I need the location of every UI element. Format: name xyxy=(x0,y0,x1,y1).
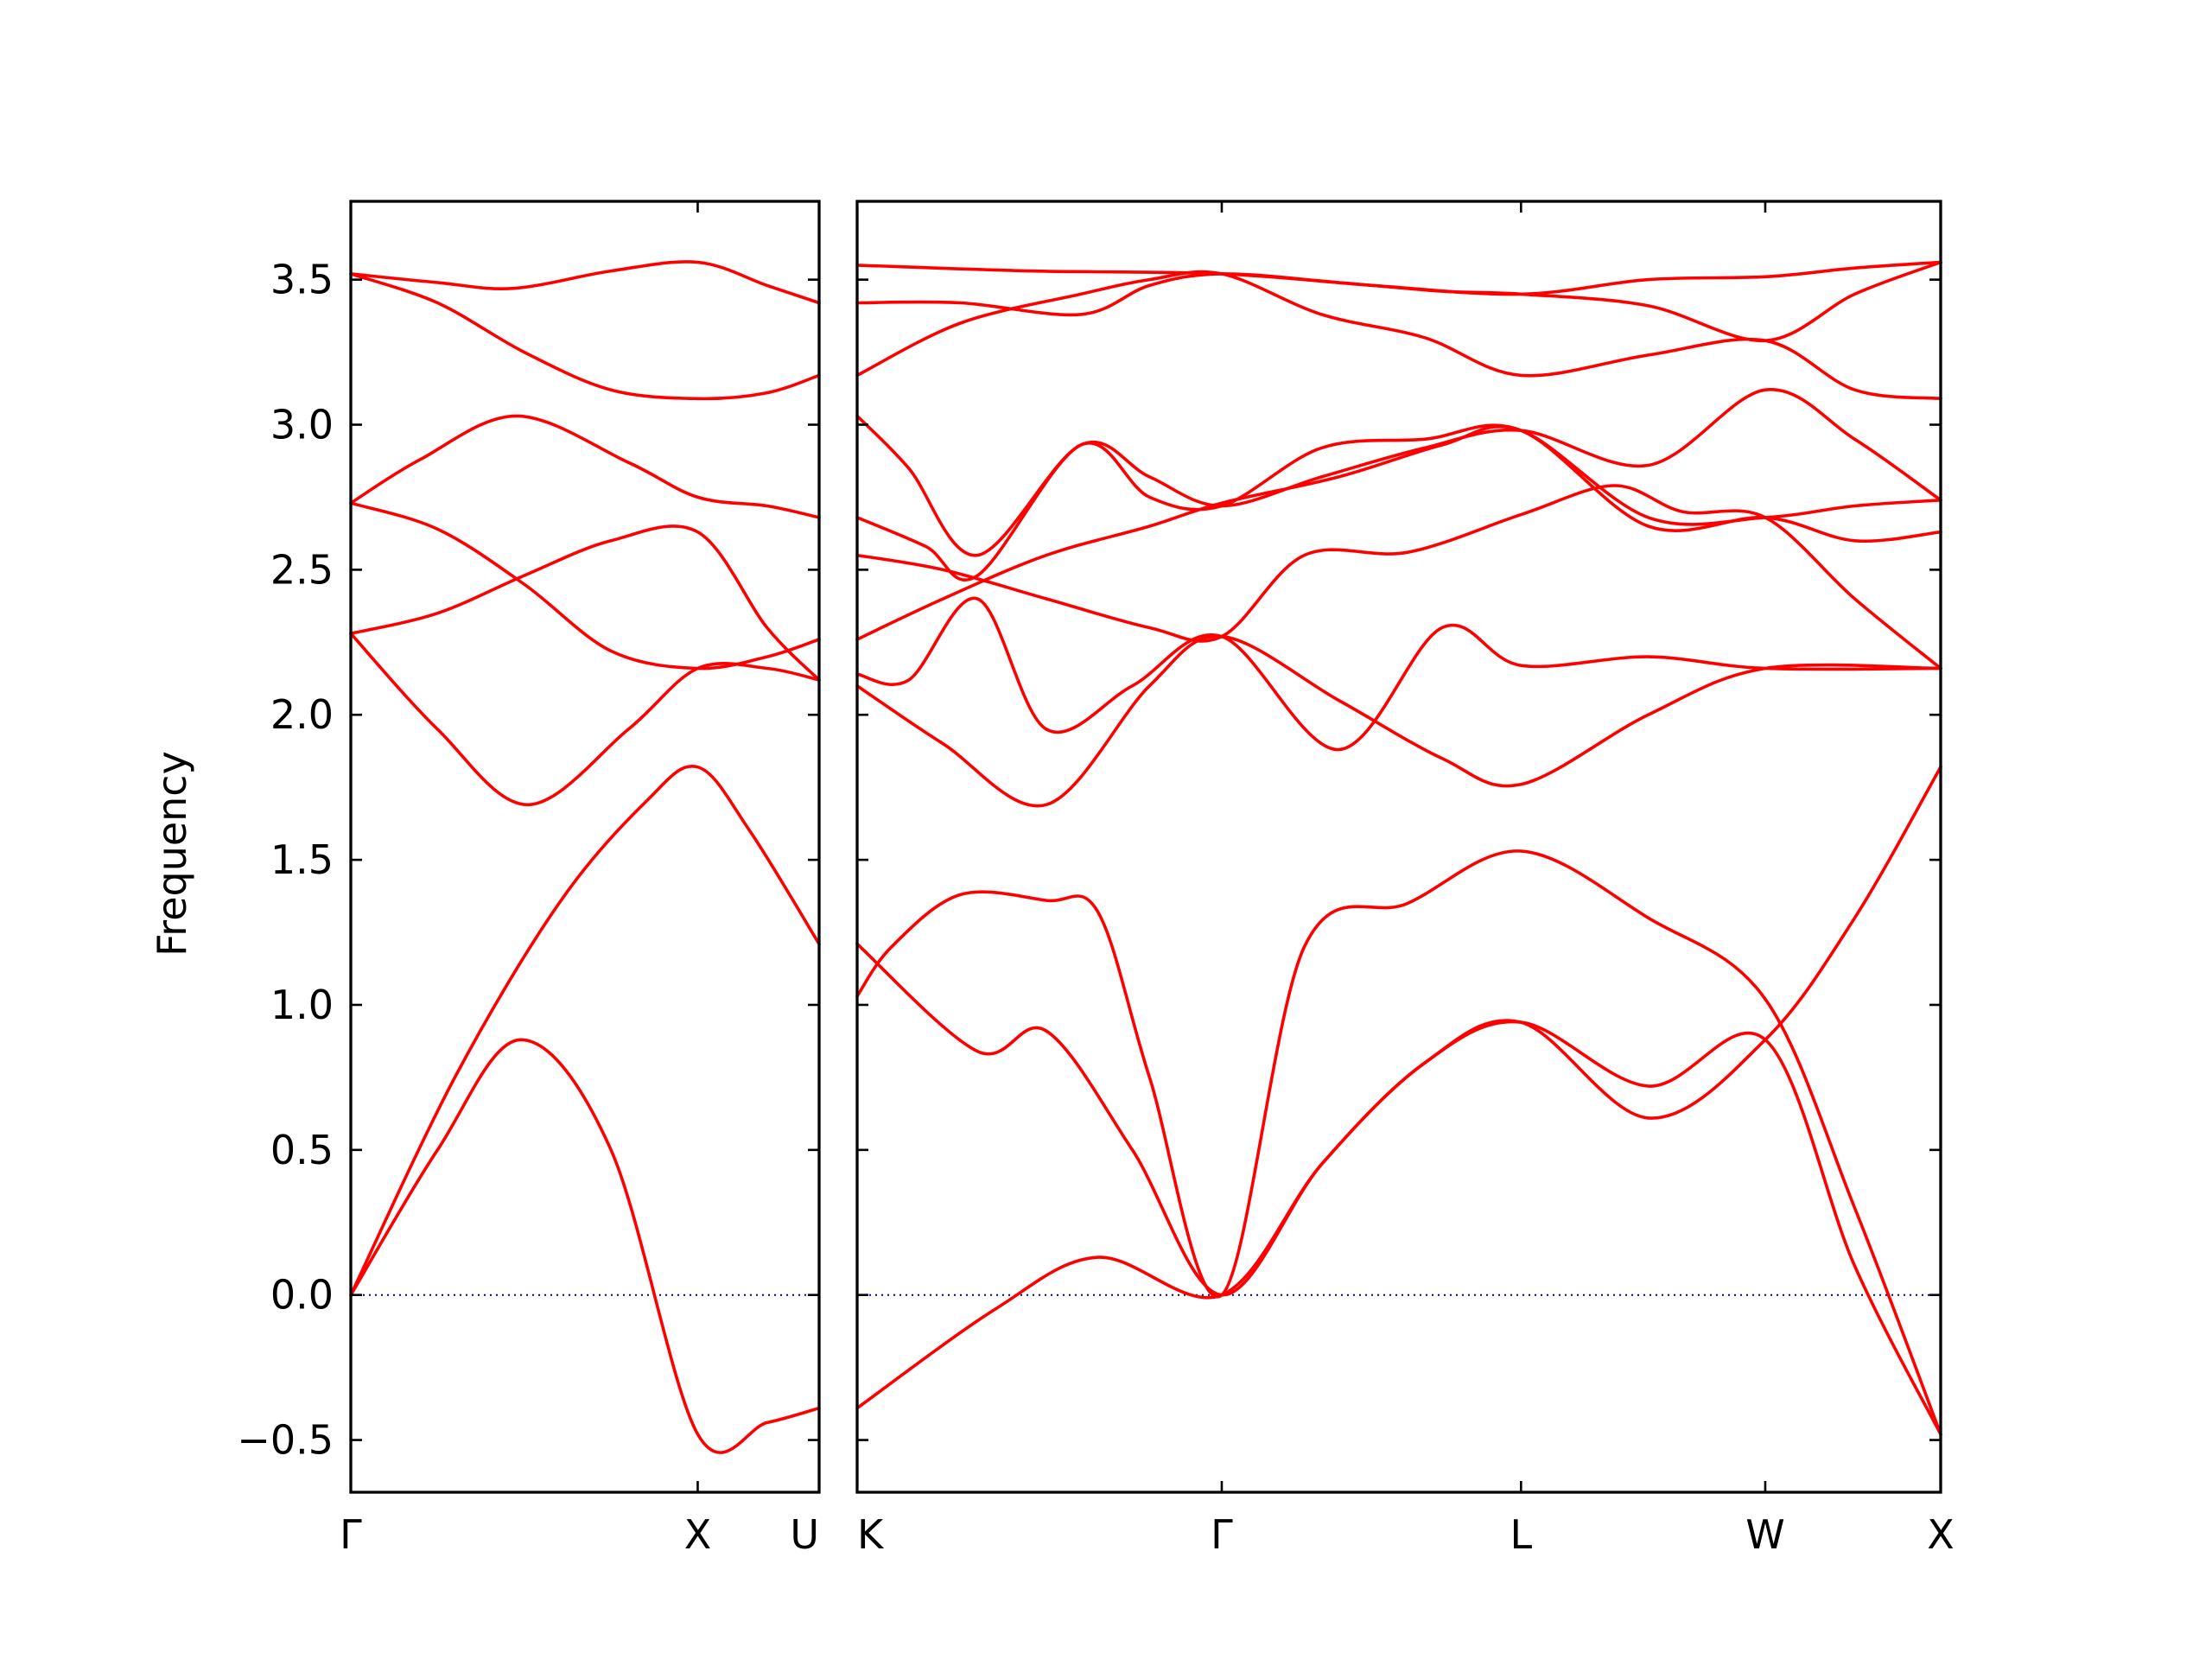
band-left-1 xyxy=(349,1038,821,1454)
band-right-6 xyxy=(855,424,1942,641)
axes-layer: Γ X U K Γ L W X −0.5 0.0 0.5 1.0 1.5 2.0 2.5 3.0 3.5 xyxy=(237,200,1955,1558)
bands-right-panel xyxy=(855,260,1942,1436)
y-tick-label: −0.5 xyxy=(237,1417,334,1464)
axes-frame-right xyxy=(855,200,1942,1494)
band-right-2 xyxy=(855,765,1942,1297)
x-tick-label: K xyxy=(857,1511,885,1558)
x-tick-label: W xyxy=(1745,1511,1784,1558)
x-tick-label: Γ xyxy=(1211,1511,1233,1558)
y-tick-label: 3.0 xyxy=(270,402,334,448)
y-tick-label: 1.5 xyxy=(270,836,334,883)
band-left-2 xyxy=(349,764,821,1297)
y-tick-label: 1.0 xyxy=(270,982,334,1028)
y-axis-label: Frequency xyxy=(149,751,195,957)
x-tick-label: X xyxy=(1927,1511,1955,1558)
band-right-9 xyxy=(855,388,1942,557)
band-right-4 xyxy=(855,634,1942,808)
band-right-8 xyxy=(855,423,1942,582)
y-tick-label: 2.0 xyxy=(270,691,334,738)
y-tick-label: 0.5 xyxy=(270,1127,334,1173)
x-tick-label: U xyxy=(790,1511,819,1558)
x-tick-label: L xyxy=(1510,1511,1533,1558)
band-left-3 xyxy=(349,632,821,807)
x-tick-label: Γ xyxy=(340,1511,362,1558)
band-left-7 xyxy=(349,272,821,401)
band-left-5 xyxy=(349,501,821,671)
axes-frame-left xyxy=(349,200,821,1494)
band-right-12 xyxy=(855,260,1942,296)
y-tick-label: 2.5 xyxy=(270,546,334,593)
band-right-11 xyxy=(855,260,1942,343)
band-left-4 xyxy=(349,524,821,682)
x-tick-label: X xyxy=(684,1511,712,1558)
band-right-10 xyxy=(855,270,1942,401)
band-right-7 xyxy=(855,484,1942,671)
band-right-5 xyxy=(855,596,1942,752)
y-tick-label: 3.5 xyxy=(270,257,334,303)
band-right-3 xyxy=(855,849,1942,1436)
bands-left-panel xyxy=(349,260,821,1454)
y-tick-label: 0.0 xyxy=(270,1272,334,1319)
band-left-6 xyxy=(349,414,821,519)
band-left-8 xyxy=(349,260,821,305)
